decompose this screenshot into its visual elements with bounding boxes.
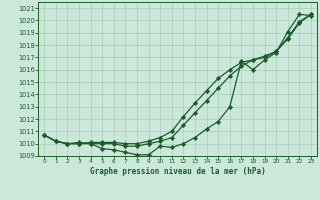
X-axis label: Graphe pression niveau de la mer (hPa): Graphe pression niveau de la mer (hPa)	[90, 167, 266, 176]
